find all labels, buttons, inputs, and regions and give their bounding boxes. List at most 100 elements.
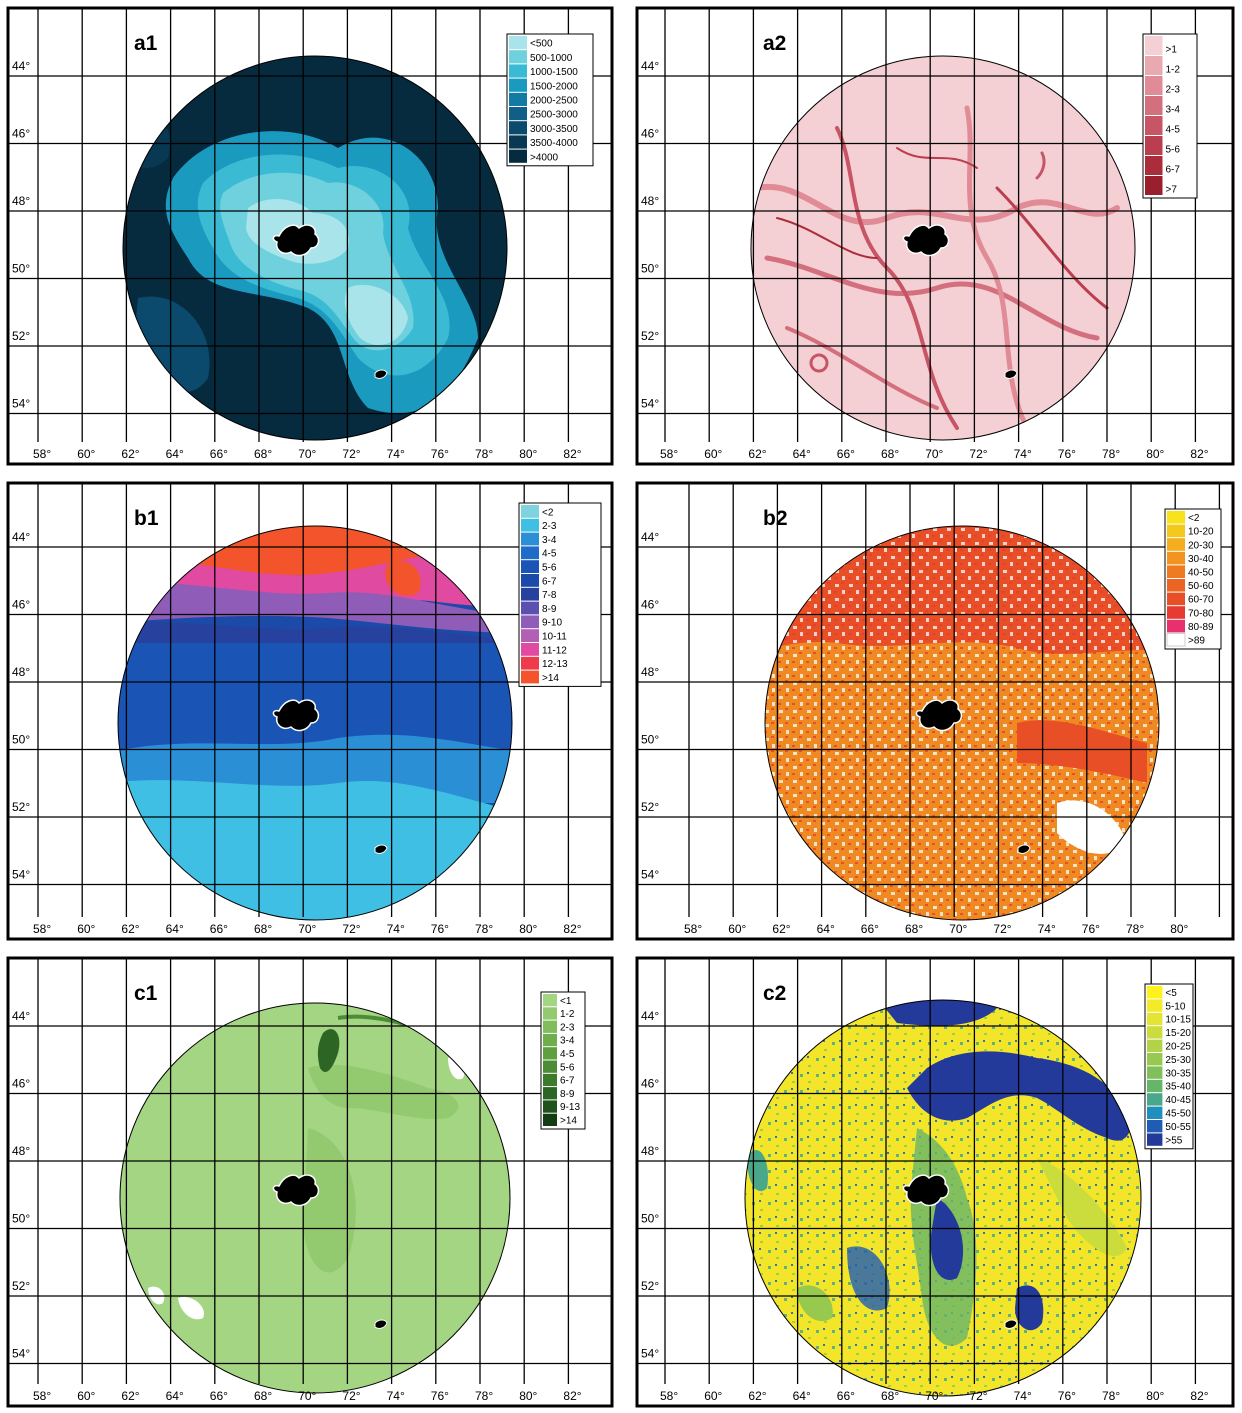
legend-label: 3-4 <box>560 1036 575 1047</box>
lon-tick-label: 60° <box>704 1389 722 1403</box>
legend-label: >14 <box>560 1116 577 1127</box>
lat-tick-label: 48° <box>12 1144 30 1158</box>
legend-label: 40-50 <box>1188 568 1214 579</box>
legend-swatch <box>1167 551 1185 565</box>
lon-tick-label: 70° <box>298 447 316 461</box>
legend-label: >55 <box>1165 1135 1182 1146</box>
lon-tick-label: 64° <box>166 1389 184 1403</box>
legend-label: >89 <box>1188 636 1205 647</box>
lat-tick-label: 54° <box>12 1347 30 1361</box>
panel-frame <box>6 956 614 1408</box>
legend-swatch <box>509 64 527 78</box>
legend-label: >4000 <box>530 152 559 163</box>
legend-label: 2-3 <box>1166 85 1181 96</box>
lon-tick-label: 74° <box>387 1389 405 1403</box>
legend-label: <1 <box>560 996 572 1007</box>
legend-label: 500-1000 <box>530 53 573 64</box>
legend-swatch <box>543 1007 557 1020</box>
legend-swatch <box>521 574 539 587</box>
city-marker <box>272 1174 320 1207</box>
lat-tick-label: 46° <box>12 1077 30 1091</box>
legend-swatch <box>1145 76 1163 95</box>
panel-overlay-a2: 44° 46° 48° 50° 52° 54° 58° 60° 62° 64° 66° 68° 70° 7… <box>635 6 1235 466</box>
legend-c1: <1 1-2 2-3 3-4 4-5 5-6 6-7 8-9 9-13 >14 <box>540 991 586 1130</box>
lon-tick-label: 72° <box>342 922 360 936</box>
panel-frame <box>635 481 1235 941</box>
legend-label: 9-10 <box>542 618 562 629</box>
lat-tick-label: 48° <box>641 1144 659 1158</box>
lon-tick-label: 70° <box>298 1389 316 1403</box>
legend-swatch <box>509 36 527 50</box>
legend-label: 5-6 <box>560 1062 575 1073</box>
legend-swatch <box>1147 1039 1163 1052</box>
lat-tick-label: 44° <box>12 59 30 73</box>
lon-tick-label: 72° <box>993 922 1011 936</box>
lon-tick-label: 76° <box>431 1389 449 1403</box>
legend-swatch <box>1145 56 1163 75</box>
legend-label: 25-30 <box>1165 1055 1191 1066</box>
lon-tick-label: 70° <box>925 447 943 461</box>
lon-tick-label: 66° <box>210 922 228 936</box>
lon-tick-label: 66° <box>210 1389 228 1403</box>
legend-label: 8-9 <box>560 1089 575 1100</box>
legend-label: 15-20 <box>1165 1028 1191 1039</box>
map-fill-a2 <box>754 105 1120 431</box>
legend-swatch <box>1147 1079 1163 1093</box>
legend-swatch <box>1167 606 1185 619</box>
legend-swatch <box>543 1100 557 1113</box>
legend-label: 2-3 <box>542 521 557 532</box>
panel-label: a2 <box>763 32 786 55</box>
legend-label: 5-6 <box>542 563 557 574</box>
panel-overlay-a1: 44° 46° 48° 50° 52° 54° 58° 60° 62° 64° 66° 68° 70° 7… <box>6 6 614 466</box>
lon-tick-label: 60° <box>704 447 722 461</box>
legend-swatch <box>1167 538 1185 551</box>
panel-label: c1 <box>134 982 158 1005</box>
legend-label: 2-3 <box>560 1022 575 1033</box>
legend-swatch <box>1167 565 1185 578</box>
legend-swatch <box>521 656 539 670</box>
lat-tick-label: 46° <box>641 1077 659 1091</box>
lon-tick-label: 74° <box>1014 1389 1032 1403</box>
map-fill-c1 <box>128 1014 465 1320</box>
legend-label: 1-2 <box>560 1009 575 1020</box>
legend-label: 50-55 <box>1165 1122 1191 1133</box>
lon-tick-label: 66° <box>861 922 879 936</box>
legend-swatch <box>1145 176 1163 195</box>
legend-label: 9-13 <box>560 1102 580 1113</box>
legend-label: 1-2 <box>1166 65 1181 76</box>
lon-tick-label: 80° <box>519 922 537 936</box>
lon-tick-label: 64° <box>793 1389 811 1403</box>
legend-swatch <box>543 1060 557 1073</box>
lon-tick-label: 58° <box>660 1389 678 1403</box>
lon-tick-label: 70° <box>925 1389 943 1403</box>
legend-swatch <box>521 615 539 629</box>
lon-tick-label: 68° <box>881 447 899 461</box>
legend-label: 4-5 <box>542 549 557 560</box>
legend-a1: <500 500-1000 1000-1500 1500-2000 2000-2500 2… <box>506 33 594 167</box>
legend-swatch <box>1147 1012 1163 1026</box>
legend-swatch <box>1145 96 1163 115</box>
lat-tick-label: 50° <box>12 733 30 747</box>
lon-tick-label: 82° <box>1190 447 1208 461</box>
lat-tick-label: 50° <box>12 1212 30 1226</box>
legend-label: >7 <box>1166 185 1178 196</box>
lon-tick-label: 60° <box>77 922 95 936</box>
legend-label: 8-9 <box>542 604 557 615</box>
small-city-marker <box>1004 369 1018 379</box>
lon-tick-label: 72° <box>342 447 360 461</box>
graticule <box>637 8 1233 442</box>
legend-swatch <box>1147 1066 1163 1079</box>
small-city-marker <box>1004 1319 1018 1329</box>
lat-tick-label: 50° <box>641 262 659 276</box>
lon-tick-label: 78° <box>475 447 493 461</box>
legend-swatch <box>543 1087 557 1100</box>
legend-label: 11-12 <box>542 645 567 656</box>
legend-swatch <box>521 560 539 573</box>
lon-tick-label: 62° <box>772 922 790 936</box>
legend-swatch <box>509 135 527 149</box>
lon-tick-label: 74° <box>1014 447 1032 461</box>
legend-label: 5-6 <box>1166 145 1181 156</box>
legend-swatch <box>509 149 527 163</box>
map-fill-b2 <box>765 526 1159 920</box>
legend-label: 7-8 <box>542 590 557 601</box>
